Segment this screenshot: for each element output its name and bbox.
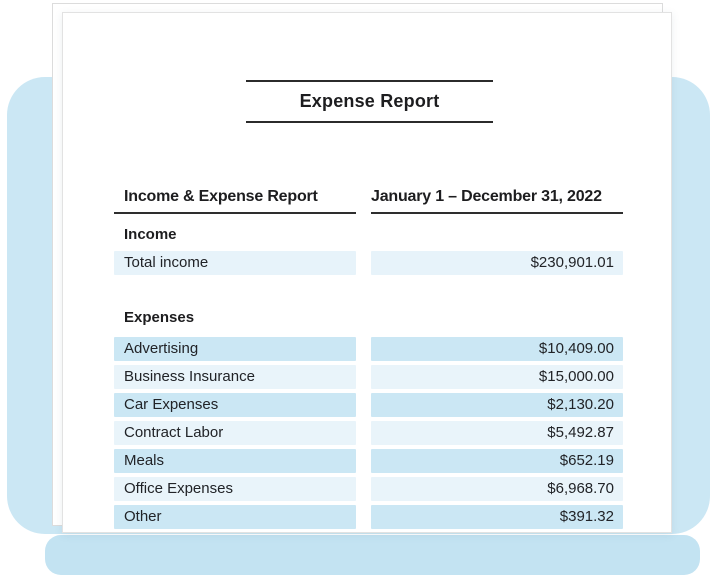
row-label: Meals — [114, 449, 356, 473]
row-label: Other — [114, 505, 356, 529]
row-value: $391.32 — [371, 505, 623, 529]
table-row: Meals $652.19 — [114, 449, 623, 473]
row-value: $2,130.20 — [371, 393, 623, 417]
row-value: $652.19 — [371, 449, 623, 473]
row-value: $230,901.01 — [371, 251, 623, 275]
row-value: $6,968.70 — [371, 477, 623, 501]
table-row: Car Expenses $2,130.20 — [114, 393, 623, 417]
row-label: Car Expenses — [114, 393, 356, 417]
table-row: Business Insurance $15,000.00 — [114, 365, 623, 389]
row-label: Contract Labor — [114, 421, 356, 445]
table-header-row: Income & Expense Report January 1 – Dece… — [114, 187, 623, 214]
column-header-date-range: January 1 – December 31, 2022 — [371, 187, 623, 214]
section-label-expenses: Expenses — [124, 309, 195, 326]
row-label: Total income — [114, 251, 356, 275]
bottom-accent-strip — [45, 535, 700, 575]
expense-report-card: Expense Report Income & Expense Report J… — [62, 12, 672, 533]
row-value: $10,409.00 — [371, 337, 623, 361]
title-rule-bottom — [246, 121, 493, 123]
row-label: Advertising — [114, 337, 356, 361]
table-row: Advertising $10,409.00 — [114, 337, 623, 361]
report-title: Expense Report — [299, 91, 440, 111]
row-label: Office Expenses — [114, 477, 356, 501]
table-row: Contract Labor $5,492.87 — [114, 421, 623, 445]
income-rows: Total income $230,901.01 — [114, 251, 623, 279]
column-header-report-name: Income & Expense Report — [114, 187, 356, 214]
title-rule-top — [246, 80, 493, 82]
row-value: $15,000.00 — [371, 365, 623, 389]
table-row: Office Expenses $6,968.70 — [114, 477, 623, 501]
table-row: Other $391.32 — [114, 505, 623, 529]
section-label-income: Income — [124, 226, 177, 243]
expense-rows: Advertising $10,409.00 Business Insuranc… — [114, 337, 623, 533]
row-value: $5,492.87 — [371, 421, 623, 445]
table-row: Total income $230,901.01 — [114, 251, 623, 275]
row-label: Business Insurance — [114, 365, 356, 389]
